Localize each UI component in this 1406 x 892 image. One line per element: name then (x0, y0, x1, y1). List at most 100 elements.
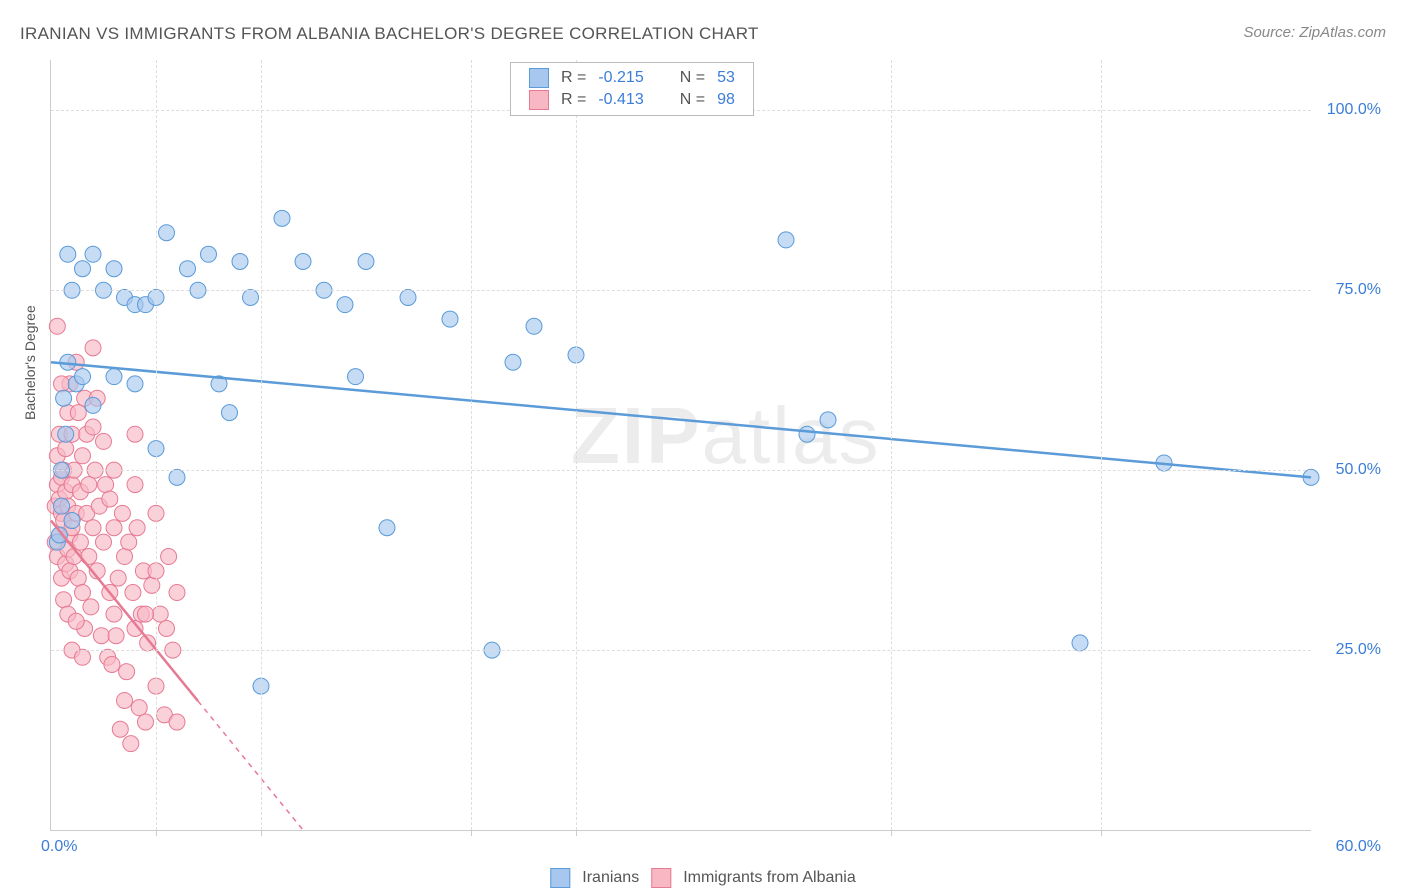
series-legend: Iranians Immigrants from Albania (544, 868, 861, 888)
data-point (129, 520, 145, 536)
x-tick-mark (471, 830, 472, 836)
data-point (85, 397, 101, 413)
data-point (526, 318, 542, 334)
data-point (112, 721, 128, 737)
x-axis-max-label: 60.0% (1336, 838, 1381, 856)
trend-line-extrapolated (198, 701, 303, 830)
data-point (75, 448, 91, 464)
n-value: 98 (711, 89, 741, 111)
stats-table: R =-0.215 N =53R =-0.413 N =98 (523, 67, 741, 111)
data-point (68, 613, 84, 629)
gridline-v (891, 60, 892, 830)
data-point (161, 549, 177, 565)
gridline-v (471, 60, 472, 830)
data-point (1072, 635, 1088, 651)
gridline-v (261, 60, 262, 830)
data-point (54, 376, 70, 392)
x-axis-min-label: 0.0% (41, 838, 77, 856)
gridline-h (51, 290, 1311, 291)
data-point (379, 520, 395, 536)
x-tick-mark (1101, 830, 1102, 836)
data-point (110, 570, 126, 586)
data-point (106, 606, 122, 622)
gridline-v (576, 60, 577, 830)
y-tick-label: 50.0% (1321, 461, 1381, 479)
y-axis-label: Bachelor's Degree (22, 305, 38, 420)
data-point (180, 261, 196, 277)
source-attribution: Source: ZipAtlas.com (1243, 24, 1386, 41)
r-value: -0.215 (592, 67, 649, 89)
legend-label: Immigrants from Albania (683, 869, 856, 886)
n-value: 53 (711, 67, 741, 89)
data-point (799, 426, 815, 442)
data-point (144, 577, 160, 593)
data-point (159, 621, 175, 637)
n-label: N = (674, 67, 711, 89)
stats-row: R =-0.413 N =98 (523, 89, 741, 111)
data-point (295, 253, 311, 269)
data-point (201, 246, 217, 262)
data-point (778, 232, 794, 248)
gridline-h (51, 650, 1311, 651)
data-point (54, 498, 70, 514)
data-point (505, 354, 521, 370)
chart-title: IRANIAN VS IMMIGRANTS FROM ALBANIA BACHE… (20, 24, 759, 44)
data-point (119, 664, 135, 680)
x-tick-mark (261, 830, 262, 836)
data-point (96, 534, 112, 550)
gridline-v (1101, 60, 1102, 830)
data-point (75, 369, 91, 385)
data-point (93, 628, 109, 644)
data-point (72, 534, 88, 550)
data-point (337, 297, 353, 313)
x-tick-mark (576, 830, 577, 836)
data-point (131, 700, 147, 716)
stats-legend: R =-0.215 N =53R =-0.413 N =98 (510, 62, 754, 116)
data-point (127, 376, 143, 392)
legend-swatch (550, 868, 570, 888)
r-label: R = (555, 89, 592, 111)
n-label: N = (674, 89, 711, 111)
data-point (152, 606, 168, 622)
data-point (348, 369, 364, 385)
legend-label: Iranians (582, 869, 639, 886)
data-point (70, 570, 86, 586)
data-point (56, 390, 72, 406)
data-point (81, 549, 97, 565)
data-point (243, 289, 259, 305)
y-tick-label: 100.0% (1321, 101, 1381, 119)
r-value: -0.413 (592, 89, 649, 111)
data-point (400, 289, 416, 305)
data-point (169, 469, 185, 485)
x-tick-mark (156, 830, 157, 836)
data-point (75, 585, 91, 601)
data-point (85, 340, 101, 356)
data-point (442, 311, 458, 327)
data-point (106, 520, 122, 536)
stats-row: R =-0.215N =53 (523, 67, 741, 89)
data-point (169, 585, 185, 601)
data-point (138, 714, 154, 730)
data-point (125, 585, 141, 601)
data-point (106, 261, 122, 277)
data-point (222, 405, 238, 421)
y-tick-label: 75.0% (1321, 281, 1381, 299)
data-point (58, 441, 74, 457)
data-point (64, 513, 80, 529)
legend-swatch (529, 68, 549, 88)
data-point (60, 246, 76, 262)
gridline-v (156, 60, 157, 830)
data-point (138, 606, 154, 622)
data-point (104, 656, 120, 672)
data-point (70, 405, 86, 421)
data-point (117, 549, 133, 565)
data-point (274, 210, 290, 226)
data-point (108, 628, 124, 644)
data-point (127, 477, 143, 493)
data-point (820, 412, 836, 428)
data-point (81, 477, 97, 493)
plot-area: ZIPatlas 0.0% 60.0% 25.0%50.0%75.0%100.0… (50, 60, 1311, 831)
data-point (75, 261, 91, 277)
y-tick-label: 25.0% (1321, 641, 1381, 659)
trend-line (51, 362, 1311, 477)
